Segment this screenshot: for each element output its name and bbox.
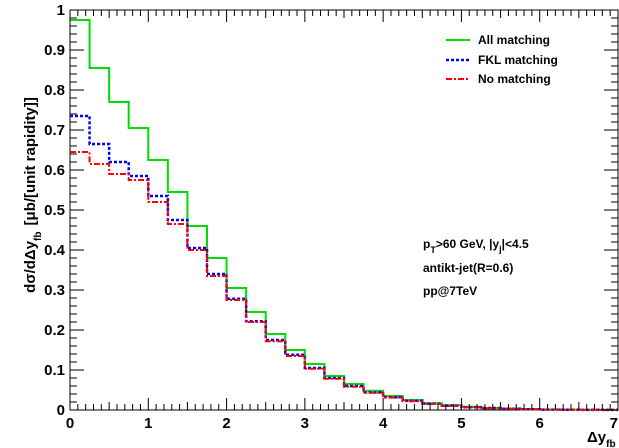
x-tick-label: 7 <box>610 415 618 432</box>
svg-text:dσ/dΔyfb[μb/[unit rapidity]]: dσ/dΔyfb [μb/[unit rapidity]] <box>22 97 44 293</box>
series-line-no-matching <box>70 151 618 411</box>
y-tick-label: 0.8 <box>44 82 65 99</box>
x-tick-label: 2 <box>222 415 230 432</box>
x-tick-label: 5 <box>457 415 465 432</box>
x-tick-label: 0 <box>66 415 74 432</box>
x-axis: 0 1 2 3 4 5 6 7 <box>66 10 619 432</box>
annotation-pt-sub: T <box>430 245 436 255</box>
y-tick-label: 0.4 <box>44 242 66 259</box>
annotation-cuts: pT>60 GeV, |yj|<4.5 <box>423 237 529 255</box>
x-tick-label: 3 <box>301 415 309 432</box>
y-tick-label: 0.6 <box>44 162 65 179</box>
annotation-block: pT>60 GeV, |yj|<4.5 antikt-jet(R=0.6) pp… <box>423 237 529 298</box>
y-tick-label: 0 <box>57 402 65 419</box>
y-axis-label: dσ/dΔy <box>22 240 39 293</box>
x-axis-title: Δyfb <box>587 429 616 448</box>
x-axis-label-subscript: fb <box>606 439 615 448</box>
y-axis-units: [μb/[unit rapidity]] <box>22 97 39 225</box>
x-tick-label: 6 <box>536 415 544 432</box>
annotation-cut-2: |<4.5 <box>502 237 529 251</box>
y-axis-label-subscript: fb <box>33 231 44 240</box>
x-axis-label: Δy <box>587 429 607 446</box>
legend-label-no-matching: No matching <box>478 72 551 86</box>
annotation-collision: pp@7TeV <box>423 284 477 298</box>
annotation-jet-algo: antikt-jet(R=0.6) <box>423 261 513 275</box>
series-layer <box>70 19 618 412</box>
x-tick-label: 1 <box>144 415 152 432</box>
y-tick-label: 0.9 <box>44 42 65 59</box>
y-tick-label: 0.3 <box>44 282 65 299</box>
y-axis-title: dσ/dΔyfb [μb/[unit rapidity]] <box>22 97 44 293</box>
y-tick-label: 1 <box>57 2 65 19</box>
y-tick-label: 0.7 <box>44 122 65 139</box>
legend-label-all-matching: All matching <box>478 33 550 47</box>
x-tick-label: 4 <box>379 415 388 432</box>
annotation-pt: p <box>423 237 430 251</box>
y-tick-label: 0.5 <box>44 202 65 219</box>
annotation-cut-1: >60 GeV, |y <box>436 237 500 251</box>
y-tick-label: 0.2 <box>44 322 65 339</box>
y-axis: 0 0.1 0.2 0.3 0.4 0.5 0.6 0.7 0.8 0.9 1 <box>44 2 618 419</box>
y-tick-label: 0.1 <box>44 362 65 379</box>
legend-label-fkl-matching: FKL matching <box>478 53 558 67</box>
annotation-y-sub: j <box>498 244 502 254</box>
legend: All matching FKL matching No matching <box>446 33 558 86</box>
